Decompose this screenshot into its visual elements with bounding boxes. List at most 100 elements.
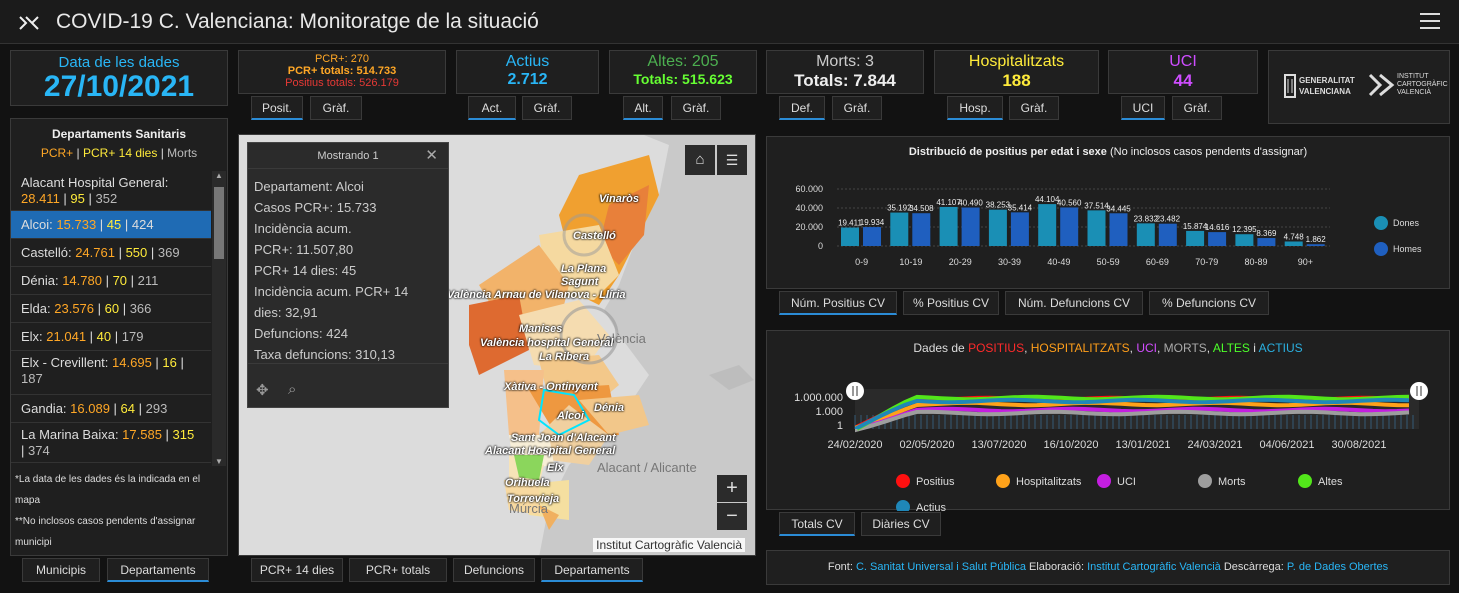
bar-homes[interactable] [961, 207, 980, 246]
bar-dones[interactable] [841, 227, 859, 246]
legend-label: Homes [1393, 244, 1422, 254]
department-item[interactable]: La Marina Baixa: 17.585 | 315 | 374 [11, 423, 211, 463]
zoom-out-button[interactable]: − [717, 503, 747, 530]
separator: | [101, 273, 113, 288]
tab--positius-cv[interactable]: % Positius CV [903, 291, 999, 315]
bar-dones[interactable] [988, 209, 1007, 246]
tab-hosp-graf[interactable]: Gràf. [1009, 96, 1059, 120]
popup-close-icon[interactable]: ✕ [425, 147, 438, 164]
bar-dones[interactable] [939, 206, 958, 246]
tab-actius-graf[interactable]: Gràf. [522, 96, 572, 120]
bar-dones[interactable] [1284, 241, 1303, 246]
tab-departaments[interactable]: Departaments [541, 558, 643, 582]
tab-pcr-totals[interactable]: PCR+ totals [349, 558, 447, 582]
map-home-button[interactable]: ⌂ [685, 145, 715, 175]
bar-homes[interactable] [1010, 212, 1029, 246]
note-pending: **No inclosos casos pendents d'assignar … [15, 516, 196, 548]
menu-icon[interactable] [1420, 12, 1440, 30]
bar-dones[interactable] [1136, 223, 1155, 246]
tab-pcr-graf[interactable]: Gràf. [310, 96, 362, 120]
tab-departaments[interactable]: Departaments [107, 558, 209, 582]
popup-zoom-icon[interactable]: ⌕ [288, 381, 297, 398]
legend-swatch[interactable] [896, 500, 910, 511]
map-list-button[interactable]: ☰ [717, 145, 747, 175]
separator: | [127, 273, 138, 288]
tab-totals-cv[interactable]: Totals CV [779, 512, 855, 536]
department-item[interactable]: Elda: 23.576 | 60 | 366 [11, 295, 211, 323]
tab-n-m-positius-cv[interactable]: Núm. Positius CV [779, 291, 897, 315]
x-tick-label: 13/01/2021 [1115, 439, 1170, 451]
x-tick-label: 30/08/2021 [1331, 439, 1386, 451]
department-item[interactable]: Elx: 21.041 | 40 | 179 [11, 323, 211, 351]
bar-homes[interactable] [1158, 223, 1177, 246]
bar-value-label: 8.369 [1256, 229, 1277, 238]
bar-homes[interactable] [1208, 232, 1227, 246]
department-list[interactable]: Alacant Hospital General: 28.411 | 95 | … [11, 171, 211, 466]
map-view[interactable]: Vinaròs Castelló La Plana Sagunt València Ar… [238, 134, 756, 556]
tab-defuncions[interactable]: Defuncions [453, 558, 535, 582]
tab-morts-graf[interactable]: Gràf. [832, 96, 882, 120]
department-item[interactable]: Castelló: 24.761 | 550 | 369 [11, 239, 211, 267]
tab-municipis[interactable]: Municipis [22, 558, 100, 582]
footer-font-link[interactable]: C. Sanitat Universal i Salut Pública [855, 561, 1026, 573]
icv-logo-text: INSTITUT CARTOGRÀFIC VALENCIÀ [1397, 73, 1448, 96]
scroll-up-icon[interactable]: ▲ [215, 171, 223, 180]
legend-swatch[interactable] [1198, 474, 1212, 488]
range-slider-handle[interactable] [846, 382, 864, 400]
line-title-part: , [1024, 341, 1031, 355]
popup-move-icon[interactable]: ✥ [256, 382, 269, 399]
department-item[interactable]: Dénia: 14.780 | 70 | 211 [11, 267, 211, 295]
tab-pcr-14-dies[interactable]: PCR+ 14 dies [251, 558, 343, 582]
bar-value-label: 19.934 [860, 218, 885, 227]
tab-alt[interactable]: Alt. [623, 96, 663, 120]
scrollbar[interactable]: ▲ ▼ [212, 171, 226, 466]
tab-uci[interactable]: UCI [1121, 96, 1165, 120]
bar-dones[interactable] [890, 212, 909, 246]
bar-dones[interactable] [1087, 210, 1106, 246]
tab-uci-graf[interactable]: Gràf. [1172, 96, 1222, 120]
legend-swatch[interactable] [1298, 474, 1312, 488]
department-item[interactable]: Gandia: 16.089 | 64 | 293 [11, 395, 211, 423]
map-popup[interactable]: Mostrando 1 ✕ Departament: Alcoi Casos PC… [247, 142, 449, 408]
bar-homes[interactable] [1306, 244, 1325, 246]
zoom-in-button[interactable]: + [717, 475, 747, 502]
bar-dones[interactable] [1038, 204, 1057, 246]
date-panel: Data de les dades 27/10/2021 [10, 50, 228, 106]
bar-dones[interactable] [1235, 234, 1254, 246]
tab-act[interactable]: Act. [468, 96, 516, 120]
department-item[interactable]: Alcoi: 15.733 | 45 | 424 [11, 211, 211, 239]
tab--defuncions-cv[interactable]: % Defuncions CV [1149, 291, 1269, 315]
tab-altes-graf[interactable]: Gràf. [671, 96, 721, 120]
bar-value-label: 37.514 [1084, 201, 1109, 210]
range-slider-handle[interactable] [1410, 382, 1428, 400]
footer-desc-link[interactable]: P. de Dades Obertes [1286, 561, 1389, 573]
bar-homes[interactable] [1257, 238, 1276, 246]
legend-swatch[interactable] [996, 474, 1010, 488]
x-tick-label: 50-59 [1097, 257, 1120, 267]
department-item[interactable]: Alacant Hospital General: 28.411 | 95 | … [11, 171, 211, 211]
department-pcr: 23.576 [54, 301, 95, 316]
pcr-panel: PCR+: 270 PCR+ totals: 514.733 Positius … [238, 50, 446, 94]
tab-def[interactable]: Def. [779, 96, 825, 120]
bar-homes[interactable] [1060, 207, 1079, 246]
department-pcr14: 95 [70, 191, 85, 206]
tab-n-m-defuncions-cv[interactable]: Núm. Defuncions CV [1005, 291, 1143, 315]
scroll-thumb[interactable] [214, 187, 224, 259]
footer-elab-link[interactable]: Institut Cartogràfic Valencià [1087, 561, 1221, 573]
separator: | [176, 355, 184, 370]
bar-homes[interactable] [863, 227, 881, 246]
tab-hosp[interactable]: Hosp. [947, 96, 1003, 120]
department-item[interactable]: Elx - Crevillent: 14.695 | 16 | 187 [11, 351, 211, 395]
bar-chart-title-main: Distribució de positius per edat i sexe [908, 146, 1107, 158]
departments-panel: Departaments Sanitaris PCR+ | PCR+ 14 di… [10, 118, 228, 556]
separator: | [111, 329, 122, 344]
scroll-down-icon[interactable]: ▼ [215, 457, 223, 466]
legend-swatch[interactable] [896, 474, 910, 488]
map-label: Elx [547, 462, 564, 474]
tab-posit[interactable]: Posit. [251, 96, 303, 120]
bar-homes[interactable] [1109, 213, 1128, 246]
legend-swatch[interactable] [1097, 474, 1111, 488]
bar-dones[interactable] [1186, 230, 1205, 246]
tab-di-ries-cv[interactable]: Diàries CV [861, 512, 941, 536]
bar-homes[interactable] [912, 213, 931, 246]
